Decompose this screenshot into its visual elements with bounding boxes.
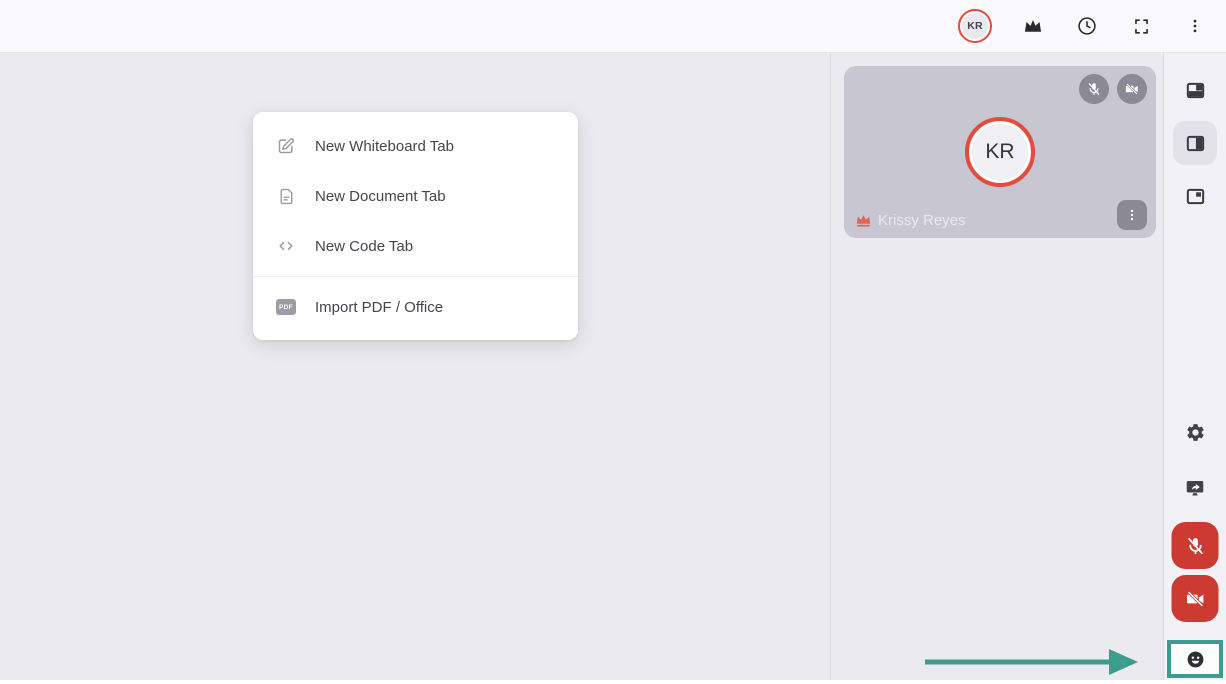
tile-status-badges [1079,74,1147,104]
menu-item-new-code-tab[interactable]: New Code Tab [253,221,578,271]
participant-avatar: KR [965,117,1035,187]
clock-icon[interactable] [1074,13,1100,39]
participant-tile[interactable]: KR Krissy Reyes [844,66,1156,238]
menu-item-label: New Whiteboard Tab [315,137,454,155]
participant-name-row: Krissy Reyes [855,212,966,229]
tile-options-button[interactable] [1117,200,1147,230]
camera-muted-icon [1186,590,1203,607]
new-tab-menu: New Whiteboard Tab New Document Tab [253,112,578,340]
mic-muted-icon [1187,537,1203,554]
whiteboard-canvas[interactable]: New Whiteboard Tab New Document Tab [0,53,830,680]
emoji-reactions-button[interactable] [1167,640,1223,678]
menu-item-import-pdf-office[interactable]: PDF Import PDF / Office [253,282,578,332]
controls-sidebar [1163,53,1226,680]
crown-icon[interactable] [1020,13,1046,39]
menu-item-new-whiteboard-tab[interactable]: New Whiteboard Tab [253,121,578,171]
kebab-menu-icon [1130,209,1134,221]
camera-mute-toggle-button[interactable] [1171,575,1219,622]
pip-layout-icon [1186,188,1204,204]
main-area: New Whiteboard Tab New Document Tab [0,53,1226,680]
user-avatar[interactable]: KR [958,9,992,43]
screen-share-button[interactable] [1173,466,1217,510]
user-avatar-initials: KR [962,13,988,39]
fullscreen-icon[interactable] [1128,13,1154,39]
menu-item-label: Import PDF / Office [315,298,444,316]
topbar: KR [0,0,1226,53]
mic-mute-toggle-button[interactable] [1171,522,1219,569]
participant-name: Krissy Reyes [878,212,966,229]
whiteboard-edit-icon [276,136,296,156]
camera-muted-badge [1117,74,1147,104]
grid-layout-icon [1186,82,1204,98]
menu-divider [253,276,578,277]
video-panel: KR Krissy Reyes [830,53,1163,680]
participant-avatar-initials: KR [972,124,1028,180]
mic-muted-badge [1079,74,1109,104]
host-crown-icon [856,215,871,227]
grid-layout-button[interactable] [1173,68,1217,112]
sidebar-layout-icon [1186,135,1204,151]
pip-layout-button[interactable] [1173,174,1217,218]
kebab-menu-icon[interactable] [1182,13,1208,39]
code-icon [276,236,296,256]
document-icon [276,186,296,206]
sidebar-layout-button[interactable] [1173,121,1217,165]
settings-gear-icon [1186,423,1204,441]
menu-item-new-document-tab[interactable]: New Document Tab [253,171,578,221]
menu-item-label: New Document Tab [315,187,446,205]
pdf-badge-label: PDF [276,299,296,315]
pdf-icon: PDF [276,297,296,317]
bottom-edge [0,680,1226,684]
menu-item-label: New Code Tab [315,237,414,255]
screen-share-icon [1186,480,1204,496]
emoji-icon [1187,651,1203,667]
settings-button[interactable] [1173,410,1217,454]
